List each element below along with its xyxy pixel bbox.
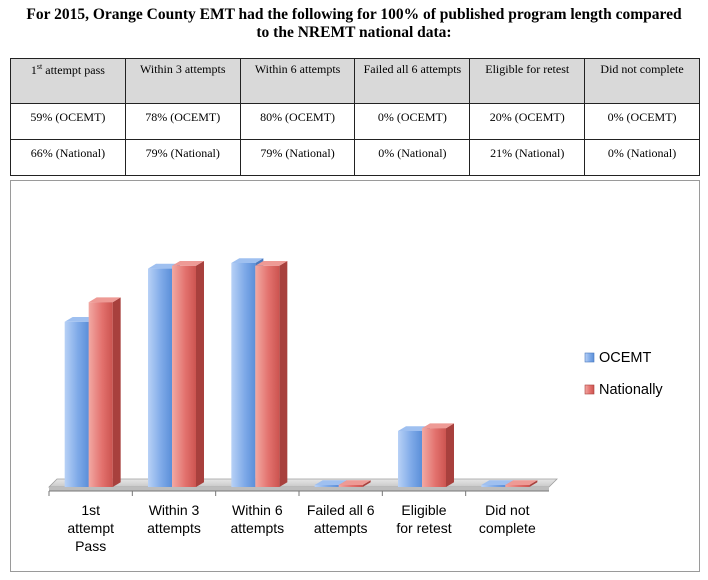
bar-nationally-0 (88, 297, 121, 487)
table-header-cell: Within 3 attempts (124, 58, 241, 104)
bar-chart: 1st attempt Pass Within 3 attempts Within 6 at… (48, 258, 663, 554)
results-table: 1st attempt pass Within 3 attempts Withi… (10, 58, 700, 176)
table-header-cell: Eligible for retest (469, 58, 586, 104)
table-cell: 59% (OCEMT) (10, 103, 126, 140)
bar-nationally-1 (172, 261, 204, 487)
chart-floor-edge (49, 487, 549, 491)
table-cell: 0% (OCEMT) (354, 103, 471, 140)
table-cell: 0% (OCEMT) (584, 103, 700, 140)
x-axis-category-label: Within 6 attempts (230, 502, 284, 536)
table-header-row: 1st attempt pass Within 3 attempts Withi… (10, 58, 700, 104)
x-axis-category-label: Eligible for retest (396, 502, 451, 536)
page-title-line-1: For 2015, Orange County EMT had the foll… (26, 6, 682, 23)
legend-swatch-nationally (584, 384, 595, 395)
table-row: 59% (OCEMT) 78% (OCEMT) 80% (OCEMT) 0% (… (10, 103, 700, 140)
table-cell: 66% (National) (10, 139, 126, 176)
x-axis-category-label: Failed all 6 attempts (307, 502, 375, 536)
table-cell: 21% (National) (469, 139, 586, 176)
legend-label-ocemt: OCEMT (599, 350, 652, 366)
x-axis-category-label: Within 3 attempts (147, 502, 201, 536)
page-title-line-2: to the NREMT national data: (256, 24, 452, 41)
chart-frame: 1st attempt Pass Within 3 attempts Within 6 at… (10, 180, 700, 572)
legend-label-nationally: Nationally (599, 382, 663, 398)
x-axis-category-label: Did not complete (479, 502, 536, 536)
page-title: For 2015, Orange County EMT had the foll… (0, 6, 708, 42)
table-row: 66% (National) 79% (National) 79% (Natio… (10, 139, 700, 176)
table-cell: 78% (OCEMT) (124, 103, 241, 140)
bar-nationally-5 (505, 480, 538, 487)
table-cell: 79% (National) (124, 139, 241, 176)
table-cell: 0% (National) (354, 139, 471, 176)
chart-floor (48, 478, 558, 488)
bar-nationally-4 (422, 423, 454, 487)
bar-nationally-2 (255, 261, 288, 487)
legend-swatch-ocemt (584, 352, 595, 363)
table-cell: 79% (National) (239, 139, 356, 176)
table-header-cell: Did not complete (584, 58, 700, 104)
bar-nationally-3 (338, 480, 371, 487)
table-header-cell: Within 6 attempts (239, 58, 356, 104)
table-cell: 20% (OCEMT) (469, 103, 586, 140)
table-header-cell: 1st attempt pass (10, 58, 126, 104)
table-header-cell: Failed all 6 attempts (354, 58, 471, 104)
table-cell: 80% (OCEMT) (239, 103, 356, 140)
table-cell: 0% (National) (584, 139, 700, 176)
x-axis-category-label: 1st attempt Pass (67, 502, 114, 554)
